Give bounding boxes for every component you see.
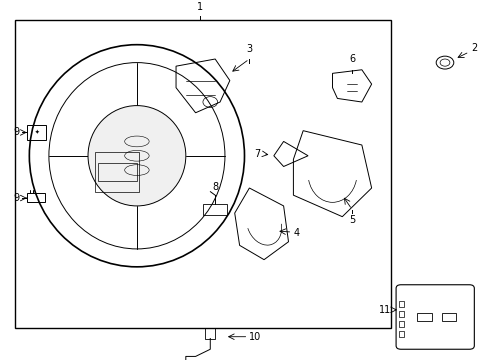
Bar	[15, 19, 390, 328]
Text: 9: 9	[13, 193, 20, 203]
Bar	[398, 311, 404, 317]
Bar	[398, 321, 404, 327]
Bar	[95, 152, 139, 192]
Text: 2: 2	[470, 43, 476, 53]
Text: 8: 8	[212, 181, 218, 192]
Text: 11: 11	[378, 305, 390, 315]
Bar	[398, 331, 404, 337]
Bar	[27, 193, 45, 202]
Bar	[205, 328, 215, 338]
Text: 4: 4	[293, 228, 299, 238]
Text: 7: 7	[254, 149, 260, 159]
Text: 10: 10	[249, 332, 261, 342]
Text: 1: 1	[197, 3, 203, 13]
Bar	[203, 204, 227, 215]
Text: 9: 9	[13, 127, 20, 138]
Text: 5: 5	[348, 215, 354, 225]
Text: ✦: ✦	[34, 130, 39, 135]
Text: 6: 6	[348, 54, 354, 64]
Bar	[98, 163, 137, 181]
Bar	[398, 301, 404, 307]
Ellipse shape	[88, 105, 185, 206]
Bar	[27, 125, 46, 140]
Text: 3: 3	[246, 44, 252, 54]
